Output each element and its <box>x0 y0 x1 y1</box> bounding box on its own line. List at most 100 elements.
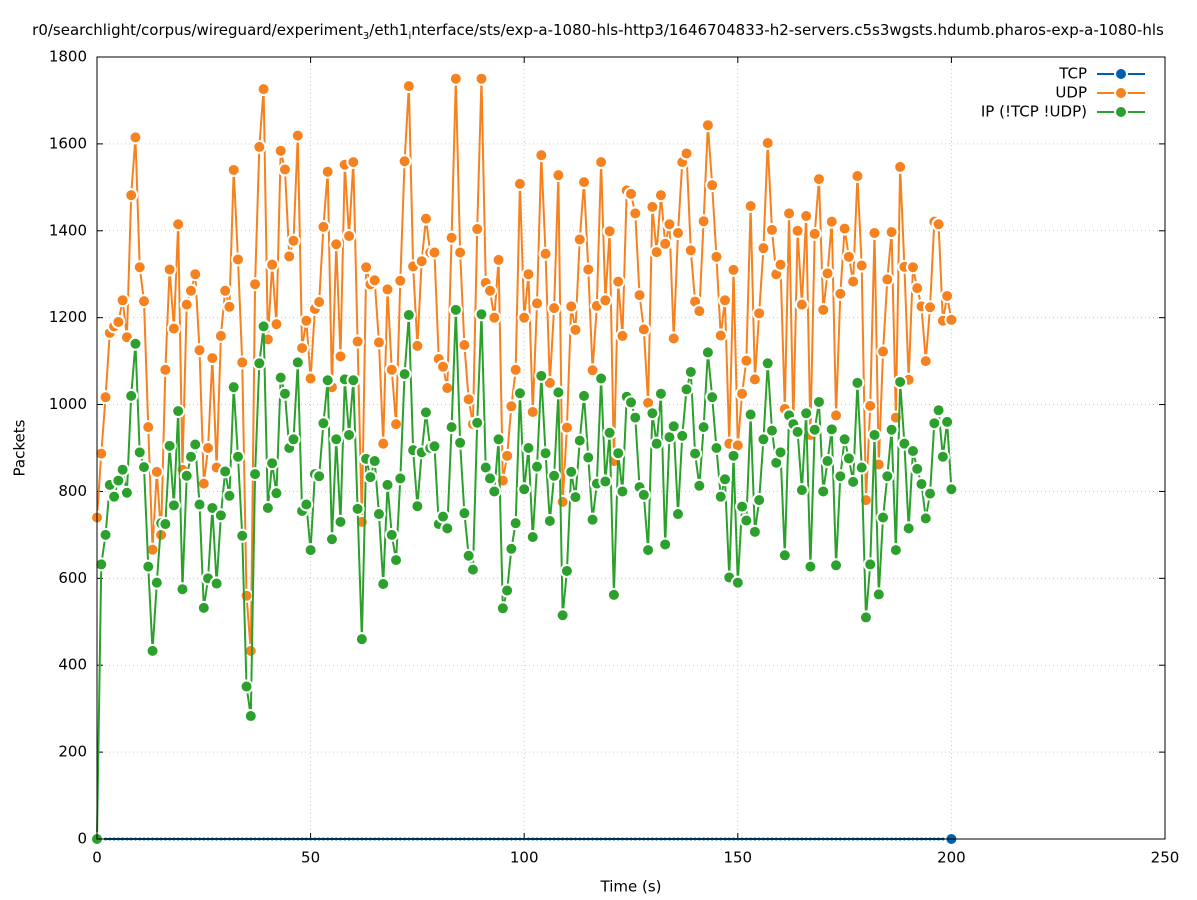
data-point <box>98 527 113 542</box>
data-point <box>679 146 694 161</box>
data-point <box>551 385 566 400</box>
data-point <box>850 169 865 184</box>
data-point <box>517 310 532 325</box>
data-point <box>158 517 173 532</box>
data-point <box>525 530 540 545</box>
data-point <box>239 679 254 694</box>
data-point <box>350 334 365 349</box>
data-point <box>923 486 938 501</box>
data-point <box>555 608 570 623</box>
data-point <box>128 130 143 145</box>
data-point <box>427 245 442 260</box>
data-point <box>594 371 609 386</box>
data-point <box>747 524 762 539</box>
data-point <box>316 219 331 234</box>
data-point <box>179 297 194 312</box>
data-point <box>500 448 515 463</box>
data-point <box>145 643 160 658</box>
data-point <box>760 356 775 371</box>
data-point <box>299 497 314 512</box>
data-point <box>141 559 156 574</box>
data-point <box>863 398 878 413</box>
data-point <box>799 209 814 224</box>
data-point <box>790 223 805 238</box>
data-point <box>508 516 523 531</box>
data-point <box>803 559 818 574</box>
data-point <box>512 176 527 191</box>
y-tick-label: 200 <box>58 743 87 761</box>
data-point <box>743 407 758 422</box>
data-point <box>192 343 207 358</box>
data-point <box>940 414 955 429</box>
data-point <box>649 436 664 451</box>
data-point <box>530 296 545 311</box>
data-point <box>551 168 566 183</box>
data-point <box>444 420 459 435</box>
data-point <box>508 362 523 377</box>
data-point <box>683 364 698 379</box>
data-point <box>760 136 775 151</box>
data-point <box>662 217 677 232</box>
data-point <box>235 355 250 370</box>
data-point <box>324 532 339 547</box>
x-tick-label: 100 <box>510 849 539 867</box>
plot-area <box>90 71 959 846</box>
data-point <box>500 583 515 598</box>
data-point <box>393 273 408 288</box>
data-point <box>700 118 715 133</box>
data-point <box>491 432 506 447</box>
data-point <box>705 390 720 405</box>
data-point <box>132 260 147 275</box>
data-point <box>841 249 856 264</box>
data-point <box>876 344 891 359</box>
data-point <box>764 423 779 438</box>
data-point <box>265 257 280 272</box>
data-point <box>277 162 292 177</box>
data-point <box>474 307 489 322</box>
data-point <box>371 507 386 522</box>
data-point <box>299 313 314 328</box>
data-point <box>119 485 134 500</box>
data-point <box>820 454 835 469</box>
data-point <box>670 507 685 522</box>
data-point <box>931 217 946 232</box>
data-point <box>880 469 895 484</box>
data-point <box>521 267 536 282</box>
data-point <box>901 521 916 536</box>
data-point <box>94 557 109 572</box>
data-point <box>542 513 557 528</box>
data-point <box>453 245 468 260</box>
legend-label: TCP <box>1058 65 1087 83</box>
data-point <box>675 428 690 443</box>
data-point <box>773 445 788 460</box>
data-point <box>538 446 553 461</box>
data-point <box>863 557 878 572</box>
data-point <box>222 488 237 503</box>
x-axis-label: Time (s) <box>600 878 662 896</box>
data-point <box>658 537 673 552</box>
data-point <box>559 563 574 578</box>
data-point <box>645 406 660 421</box>
x-tick-label: 150 <box>723 849 752 867</box>
data-point <box>833 469 848 484</box>
data-point <box>389 553 404 568</box>
data-point <box>448 71 463 86</box>
title-part: i <box>408 31 411 42</box>
data-point <box>380 477 395 492</box>
data-point <box>397 367 412 382</box>
data-point <box>265 456 280 471</box>
data-point <box>739 513 754 528</box>
data-point <box>401 308 416 323</box>
data-point <box>371 335 386 350</box>
legend-label: IP (!TCP !UDP) <box>981 103 1087 121</box>
data-point <box>867 427 882 442</box>
data-point <box>594 155 609 170</box>
data-point <box>107 489 122 504</box>
data-point <box>132 445 147 460</box>
data-point <box>487 310 502 325</box>
data-point <box>209 576 224 591</box>
data-point <box>547 301 562 316</box>
data-point <box>585 512 600 527</box>
data-point <box>367 454 382 469</box>
data-point <box>414 254 429 269</box>
